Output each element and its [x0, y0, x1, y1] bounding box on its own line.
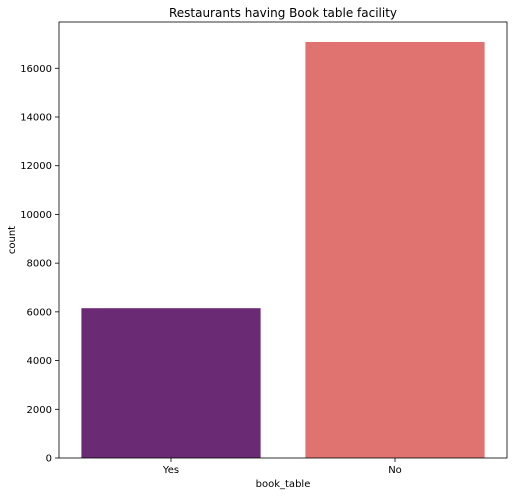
bar-yes	[81, 308, 261, 458]
y-tick-label: 14000	[20, 112, 52, 123]
y-tick-label: 12000	[20, 161, 52, 172]
y-tick-label: 8000	[27, 259, 52, 270]
y-tick-label: 4000	[27, 356, 52, 367]
chart-title: Restaurants having Book table facility	[169, 6, 397, 20]
x-axis-ticks: Yes No	[162, 458, 402, 476]
y-tick-label: 6000	[27, 307, 52, 318]
x-tick-label: Yes	[162, 465, 179, 476]
plot-frame	[58, 21, 508, 459]
bars-group	[81, 41, 485, 459]
y-tick-label: 0	[46, 454, 52, 465]
y-tick-label: 2000	[27, 405, 52, 416]
y-tick-label: 16000	[20, 64, 52, 75]
bar-no	[305, 41, 485, 459]
y-axis-ticks: 0 2000 4000 6000 8000 10000 12000 14000 16000	[20, 64, 59, 465]
x-axis-title: book_table	[256, 479, 311, 490]
x-tick-label: No	[388, 465, 402, 476]
y-axis-title: count	[7, 226, 18, 254]
y-tick-label: 10000	[20, 210, 52, 221]
